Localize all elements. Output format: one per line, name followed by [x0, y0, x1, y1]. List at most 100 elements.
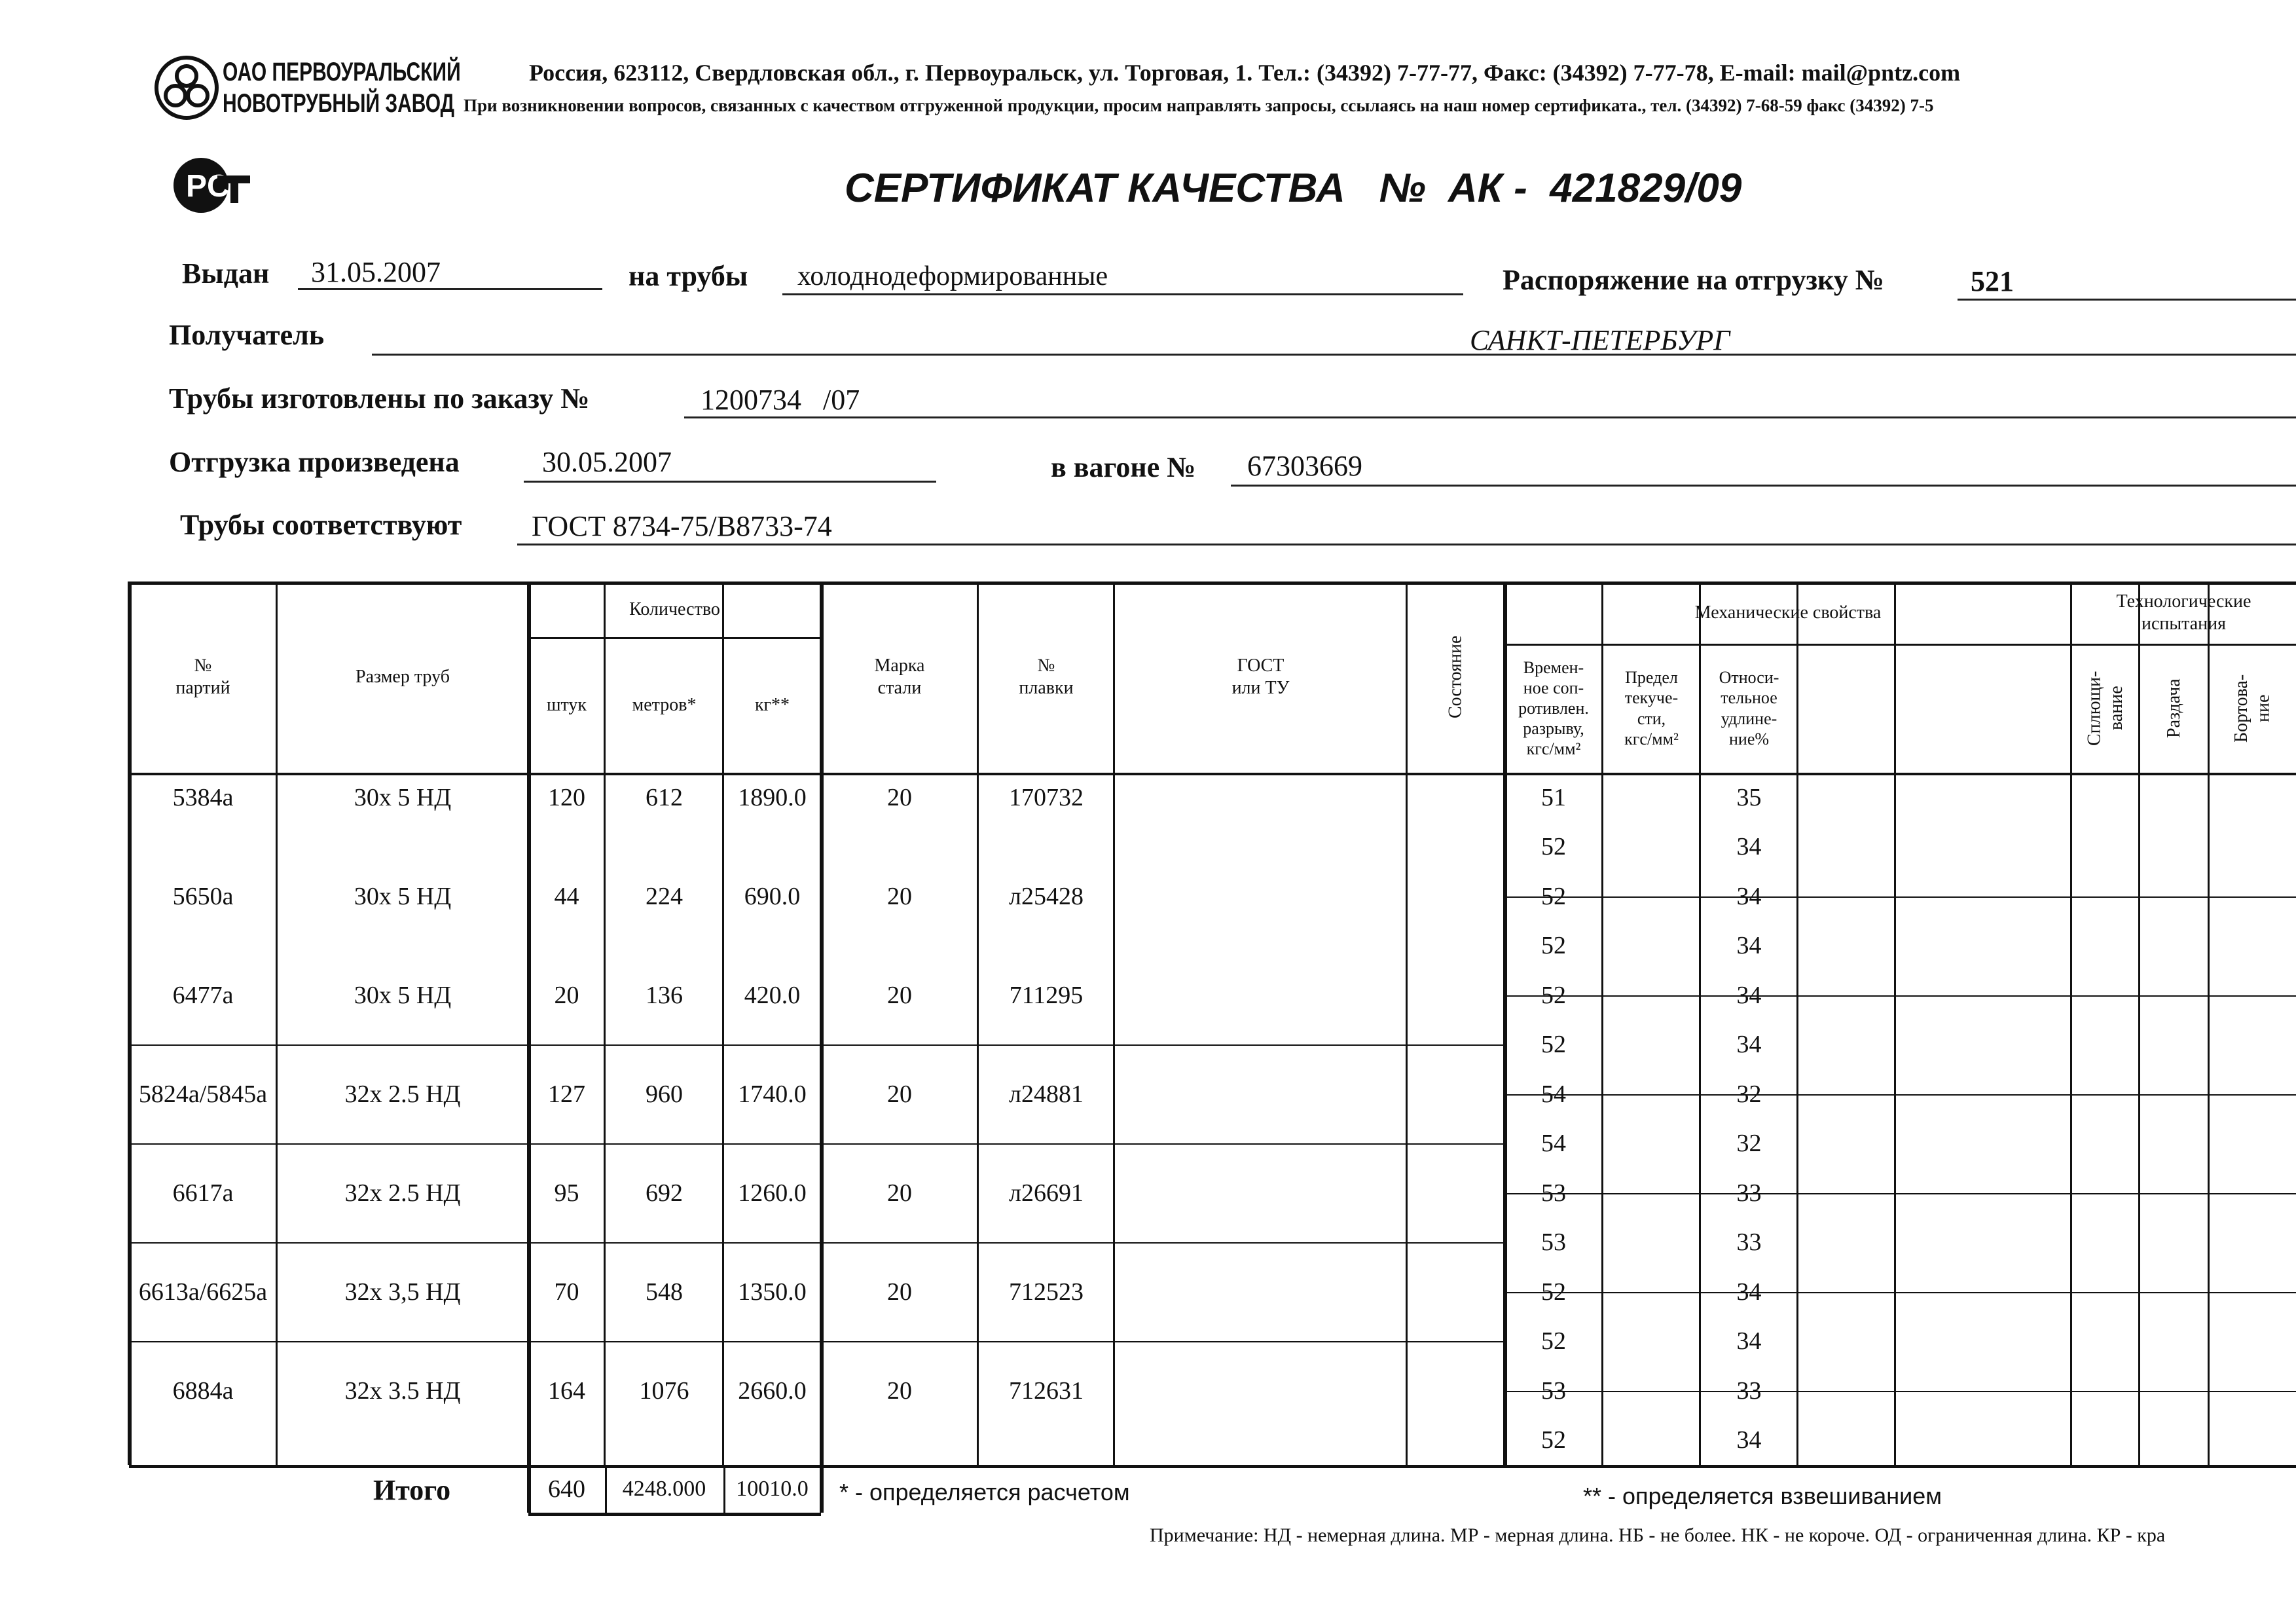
row-size: 30х 5 НД: [354, 981, 452, 1009]
elongation-value: 34: [1736, 1327, 1762, 1356]
tensile-value: 53: [1541, 1228, 1566, 1257]
column-rule: [1699, 581, 1701, 1465]
conform-label: Трубы соответствуют: [180, 509, 462, 541]
row-kg: 1350.0: [738, 1278, 807, 1306]
row-steel: 20: [887, 1179, 912, 1207]
recipient-label: Получатель: [169, 319, 325, 351]
table-rule: [527, 1465, 531, 1513]
mech-subheader-rule: [1504, 644, 2071, 646]
header-yield: Предел текуче- сти, кгс/мм²: [1624, 668, 1679, 748]
elongation-value: 34: [1736, 833, 1762, 861]
mech-row-rule: [1504, 995, 2296, 997]
row-kg: 2660.0: [738, 1376, 807, 1405]
row-pcs: 127: [548, 1080, 585, 1108]
tensile-value: 52: [1541, 833, 1566, 861]
header-meters: метров*: [632, 694, 697, 715]
company-notice: При возникновении вопросов, связанных с …: [464, 96, 1934, 115]
column-rule: [722, 581, 724, 1465]
row-size: 32х 3,5 НД: [344, 1278, 461, 1306]
row-size: 32х 2.5 НД: [344, 1080, 461, 1108]
recipient-value: САНКТ-ПЕТЕРБУРГ: [1470, 324, 1730, 356]
row-melt: 712523: [1009, 1278, 1084, 1306]
row-meters: 612: [646, 783, 683, 811]
conform-value: ГОСТ 8734-75/В8733-74: [532, 510, 832, 542]
pipes-value: холоднодеформированные: [797, 261, 1108, 291]
row-pcs: 120: [548, 783, 585, 811]
company-name-line1: ОАО ПЕРВОУРАЛЬСКИЙ: [223, 58, 461, 86]
mech-row-rule: [1504, 896, 2296, 898]
row-size: 30х 5 НД: [354, 783, 452, 811]
row-size: 30х 5 НД: [354, 882, 452, 910]
header-tech: Технологические испытания: [2116, 591, 2251, 634]
elongation-value: 35: [1736, 783, 1762, 811]
column-rule: [527, 581, 531, 1465]
header-mechanical: Механические свойства: [1694, 602, 1882, 623]
header-size: Размер труб: [355, 667, 450, 688]
footnote-weigh: ** - определяется взвешиванием: [1583, 1483, 1942, 1509]
row-melt: 712631: [1009, 1376, 1084, 1405]
quantity-subheader-rule: [528, 637, 821, 639]
mech-row-rule: [1504, 1390, 2296, 1392]
footnote-calc: * - определяется расчетом: [839, 1479, 1130, 1505]
header-kg: кг**: [754, 694, 790, 715]
total-kg: 10010.0: [736, 1476, 809, 1501]
row-kg: 1260.0: [738, 1179, 807, 1207]
row-size: 32х 3.5 НД: [344, 1376, 461, 1405]
mech-row-rule: [1504, 1291, 2296, 1293]
elongation-value: 33: [1736, 1228, 1762, 1257]
total-meters: 4248.000: [622, 1476, 706, 1501]
row-melt: 170732: [1009, 783, 1084, 811]
row-pcs: 70: [554, 1278, 579, 1306]
header-party: № партий: [175, 655, 230, 698]
order-label: Распоряжение на отгрузку №: [1503, 264, 1884, 296]
tensile-value: 51: [1541, 783, 1566, 811]
row-party: 6477а: [172, 981, 234, 1009]
column-rule: [1796, 581, 1798, 1465]
header-flanging: Бортова- ние: [2231, 674, 2274, 743]
row-meters: 224: [646, 882, 683, 910]
row-kg: 420.0: [744, 981, 801, 1009]
tensile-value: 54: [1541, 1130, 1566, 1158]
header-elongation: Относи- тельное удлине- ние%: [1719, 668, 1779, 748]
wagon-label: в вагоне №: [1051, 451, 1196, 483]
column-rule: [1406, 581, 1408, 1465]
tensile-value: 52: [1541, 1031, 1566, 1059]
elongation-value: 32: [1736, 1130, 1762, 1158]
mech-row-rule: [1504, 1094, 2296, 1096]
tensile-value: 52: [1541, 1327, 1566, 1356]
issued-value: 31.05.2007: [311, 256, 441, 288]
table-top-border: [129, 581, 2296, 585]
column-rule: [1503, 581, 1507, 1465]
svg-text:PC: PC: [186, 169, 230, 204]
column-rule: [276, 581, 278, 1465]
row-kg: 690.0: [744, 882, 801, 910]
header-expansion: Раздача: [2164, 678, 2185, 738]
elongation-value: 34: [1736, 1426, 1762, 1454]
issued-label: Выдан: [182, 257, 270, 289]
row-party: 6884а: [172, 1376, 234, 1405]
row-steel: 20: [887, 1376, 912, 1405]
header-tensile: Времен- ное соп- ротивлен. разрыву, кгс/…: [1518, 657, 1589, 759]
totals-bottom-border: [528, 1513, 821, 1516]
wagon-value: 67303669: [1247, 450, 1362, 482]
column-rule: [2138, 581, 2140, 1465]
elongation-value: 34: [1736, 1031, 1762, 1059]
tech-subheader-rule: [2071, 644, 2296, 646]
company-address: Россия, 623112, Свердловская обл., г. Пе…: [529, 60, 1961, 86]
header-steel: Марка стали: [874, 655, 925, 698]
row-meters: 1076: [639, 1376, 689, 1405]
row-size: 32х 2.5 НД: [344, 1179, 461, 1207]
row-pcs: 164: [548, 1376, 585, 1405]
column-rule: [2208, 581, 2210, 1465]
company-name-line2: НОВОТРУБНЫЙ ЗАВОД: [223, 89, 455, 118]
tensile-value: 52: [1541, 1426, 1566, 1454]
table-rule: [605, 1465, 607, 1513]
header-gost: ГОСТ или ТУ: [1231, 655, 1290, 698]
row-rule: [129, 1044, 1504, 1046]
row-melt: л24881: [1009, 1080, 1084, 1108]
row-rule: [129, 1242, 1504, 1244]
column-rule: [1113, 581, 1115, 1465]
elongation-value: 34: [1736, 932, 1762, 960]
row-melt: л25428: [1009, 882, 1084, 910]
shipped-label: Отгрузка произведена: [169, 446, 460, 478]
